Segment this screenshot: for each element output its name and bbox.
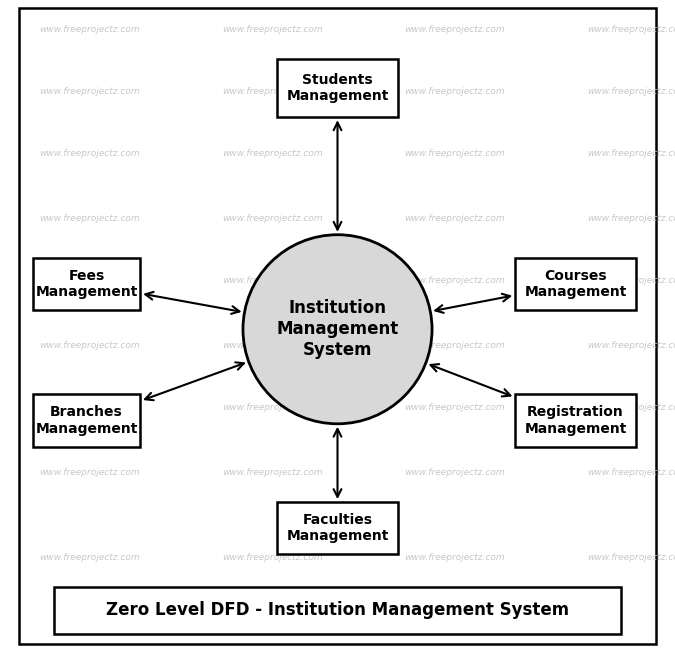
Text: www.freeprojectz.com: www.freeprojectz.com: [39, 149, 140, 158]
Text: www.freeprojectz.com: www.freeprojectz.com: [587, 341, 675, 350]
FancyBboxPatch shape: [54, 587, 621, 634]
Text: Institution
Management
System: Institution Management System: [276, 299, 399, 359]
FancyBboxPatch shape: [515, 258, 636, 310]
Text: www.freeprojectz.com: www.freeprojectz.com: [404, 214, 505, 223]
Text: www.freeprojectz.com: www.freeprojectz.com: [587, 276, 675, 285]
Text: Courses
Management: Courses Management: [524, 269, 626, 299]
Text: www.freeprojectz.com: www.freeprojectz.com: [404, 87, 505, 96]
FancyBboxPatch shape: [515, 394, 636, 447]
Text: www.freeprojectz.com: www.freeprojectz.com: [39, 403, 140, 412]
Text: www.freeprojectz.com: www.freeprojectz.com: [39, 87, 140, 96]
Text: www.freeprojectz.com: www.freeprojectz.com: [222, 341, 323, 350]
Circle shape: [243, 235, 432, 424]
FancyBboxPatch shape: [32, 258, 140, 310]
Text: www.freeprojectz.com: www.freeprojectz.com: [404, 149, 505, 158]
FancyBboxPatch shape: [277, 502, 398, 554]
FancyBboxPatch shape: [32, 394, 140, 447]
Text: Zero Level DFD - Institution Management System: Zero Level DFD - Institution Management …: [106, 601, 569, 619]
Text: www.freeprojectz.com: www.freeprojectz.com: [587, 87, 675, 96]
Text: www.freeprojectz.com: www.freeprojectz.com: [39, 214, 140, 223]
Text: Registration
Management: Registration Management: [524, 406, 626, 436]
Text: www.freeprojectz.com: www.freeprojectz.com: [404, 25, 505, 34]
Text: www.freeprojectz.com: www.freeprojectz.com: [222, 25, 323, 34]
Text: www.freeprojectz.com: www.freeprojectz.com: [404, 276, 505, 285]
Text: www.freeprojectz.com: www.freeprojectz.com: [222, 149, 323, 158]
Text: www.freeprojectz.com: www.freeprojectz.com: [222, 276, 323, 285]
Text: www.freeprojectz.com: www.freeprojectz.com: [587, 553, 675, 562]
Text: Fees
Management: Fees Management: [35, 269, 138, 299]
Text: www.freeprojectz.com: www.freeprojectz.com: [587, 149, 675, 158]
Text: www.freeprojectz.com: www.freeprojectz.com: [39, 341, 140, 350]
Text: www.freeprojectz.com: www.freeprojectz.com: [222, 214, 323, 223]
Text: www.freeprojectz.com: www.freeprojectz.com: [404, 341, 505, 350]
Text: www.freeprojectz.com: www.freeprojectz.com: [587, 214, 675, 223]
Text: www.freeprojectz.com: www.freeprojectz.com: [39, 25, 140, 34]
Text: www.freeprojectz.com: www.freeprojectz.com: [222, 403, 323, 412]
Text: www.freeprojectz.com: www.freeprojectz.com: [404, 468, 505, 477]
Text: www.freeprojectz.com: www.freeprojectz.com: [222, 468, 323, 477]
Text: www.freeprojectz.com: www.freeprojectz.com: [404, 403, 505, 412]
Text: www.freeprojectz.com: www.freeprojectz.com: [222, 553, 323, 562]
Text: www.freeprojectz.com: www.freeprojectz.com: [404, 553, 505, 562]
Text: www.freeprojectz.com: www.freeprojectz.com: [39, 553, 140, 562]
FancyBboxPatch shape: [277, 59, 398, 117]
Text: www.freeprojectz.com: www.freeprojectz.com: [587, 403, 675, 412]
Text: www.freeprojectz.com: www.freeprojectz.com: [587, 25, 675, 34]
Text: Faculties
Management: Faculties Management: [286, 513, 389, 543]
Text: Students
Management: Students Management: [286, 73, 389, 103]
Text: www.freeprojectz.com: www.freeprojectz.com: [222, 87, 323, 96]
Text: www.freeprojectz.com: www.freeprojectz.com: [39, 468, 140, 477]
Text: Branches
Management: Branches Management: [35, 406, 138, 436]
Text: www.freeprojectz.com: www.freeprojectz.com: [39, 276, 140, 285]
Text: www.freeprojectz.com: www.freeprojectz.com: [587, 468, 675, 477]
